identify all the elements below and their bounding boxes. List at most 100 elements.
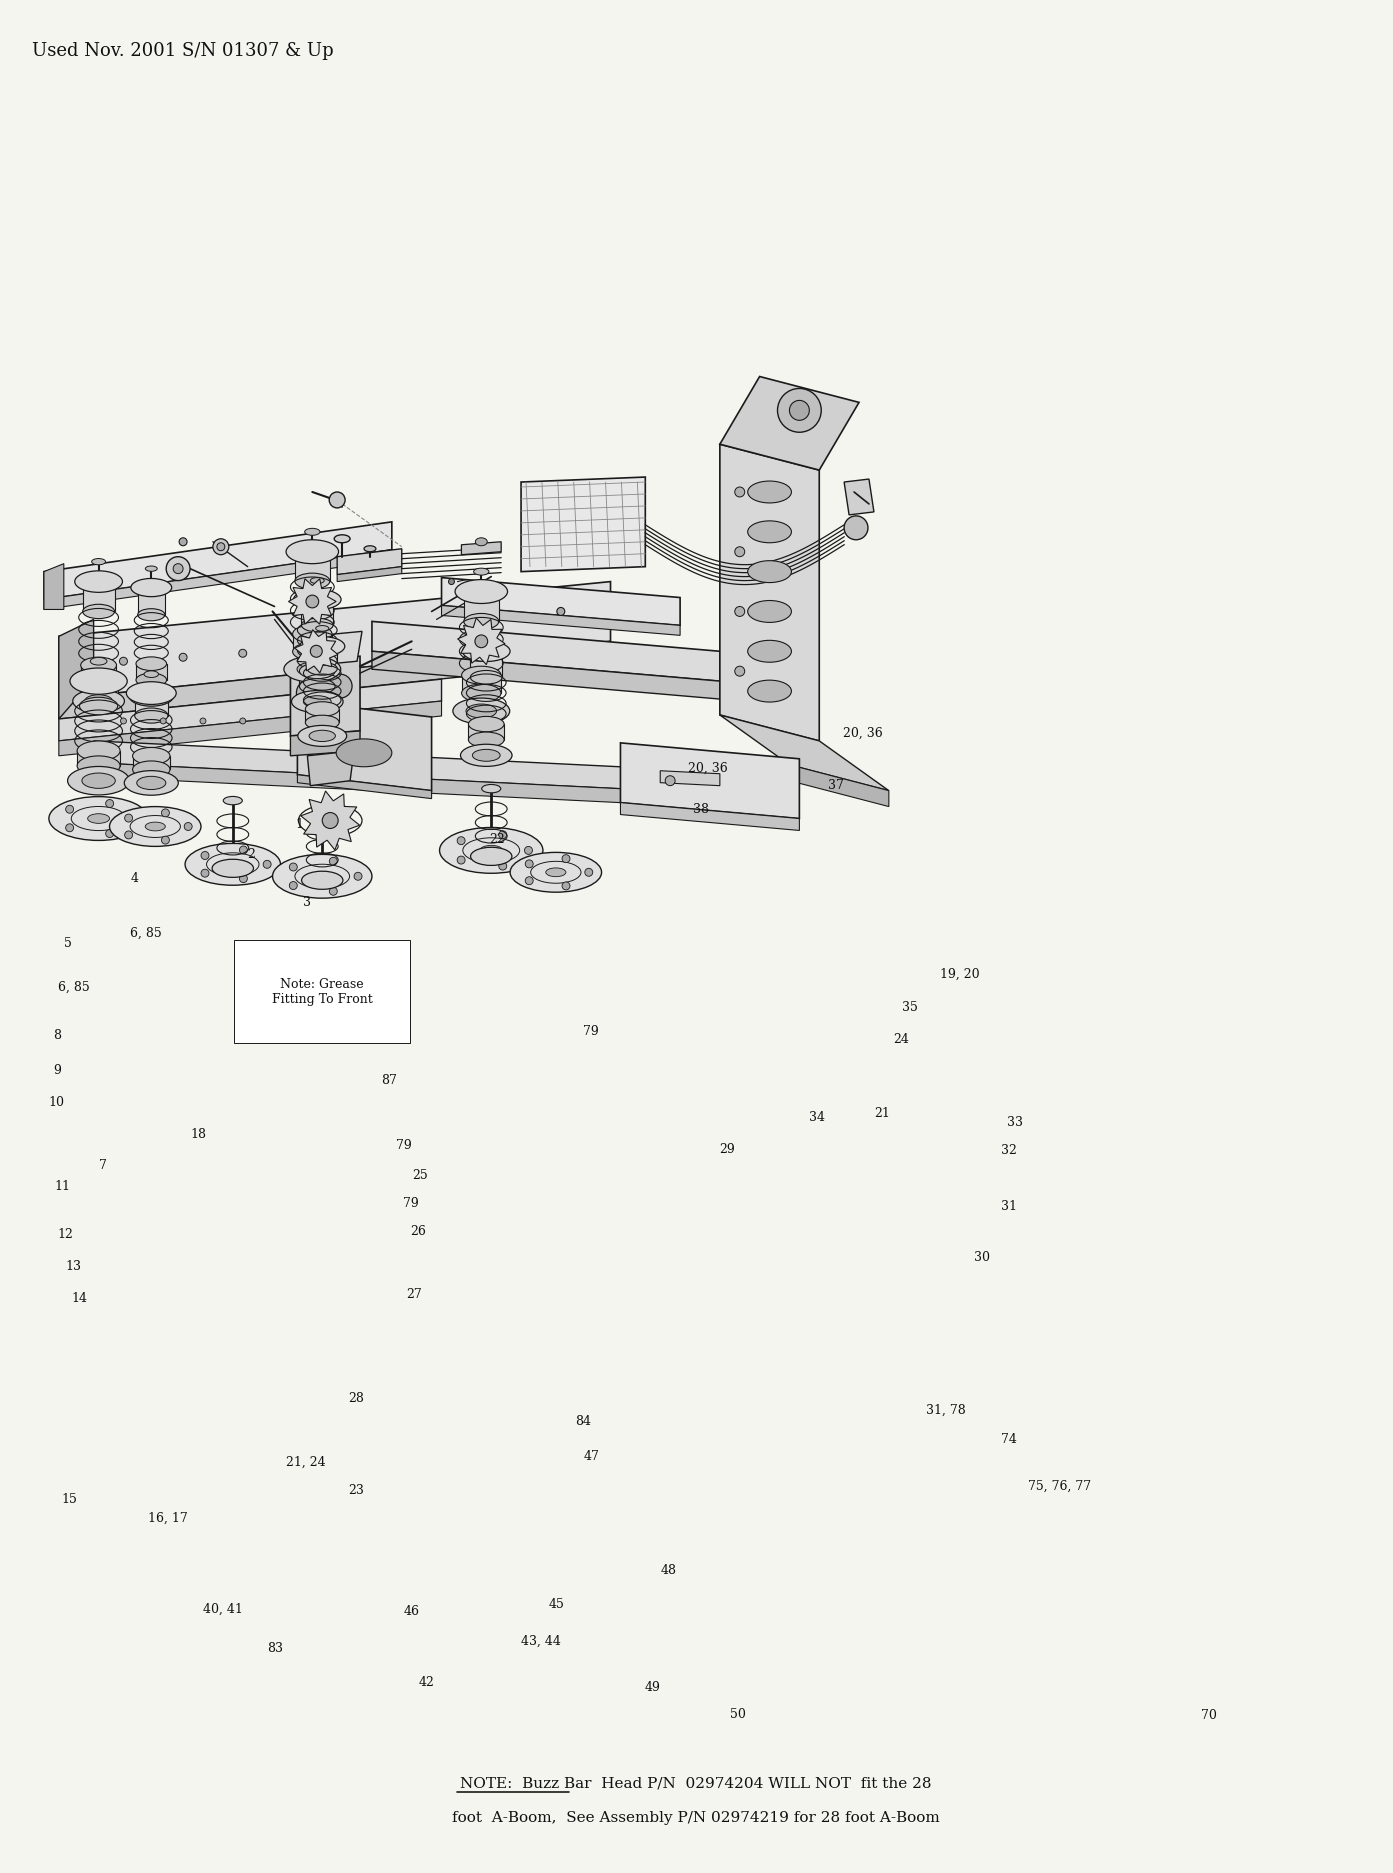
Polygon shape	[295, 553, 330, 581]
Polygon shape	[297, 701, 432, 790]
Circle shape	[180, 654, 187, 661]
Text: 46: 46	[403, 1605, 419, 1618]
Text: 27: 27	[407, 1289, 422, 1302]
Text: 38: 38	[692, 804, 709, 817]
Ellipse shape	[145, 566, 157, 571]
Circle shape	[201, 717, 206, 725]
Polygon shape	[288, 579, 336, 624]
Ellipse shape	[479, 629, 493, 635]
Circle shape	[106, 800, 114, 807]
Ellipse shape	[748, 680, 791, 702]
Ellipse shape	[70, 669, 127, 695]
Ellipse shape	[49, 796, 148, 841]
Circle shape	[120, 717, 127, 725]
Ellipse shape	[748, 521, 791, 543]
Polygon shape	[844, 479, 873, 515]
Ellipse shape	[137, 657, 167, 671]
Circle shape	[201, 852, 209, 860]
Polygon shape	[660, 772, 720, 785]
Ellipse shape	[110, 807, 201, 847]
Circle shape	[457, 856, 465, 863]
Ellipse shape	[77, 757, 120, 775]
Text: 20, 36: 20, 36	[688, 762, 727, 775]
Circle shape	[734, 667, 745, 676]
Text: 7: 7	[99, 1159, 106, 1172]
Circle shape	[311, 646, 322, 657]
Polygon shape	[45, 523, 391, 599]
Polygon shape	[297, 775, 432, 798]
Polygon shape	[720, 715, 889, 790]
Ellipse shape	[68, 766, 130, 794]
Text: 4: 4	[131, 873, 138, 886]
Polygon shape	[790, 764, 889, 807]
Circle shape	[329, 674, 352, 699]
Polygon shape	[45, 551, 391, 609]
Circle shape	[557, 607, 564, 616]
Text: 34: 34	[809, 1111, 825, 1124]
Circle shape	[585, 869, 593, 877]
Text: 21, 24: 21, 24	[286, 1455, 326, 1468]
Ellipse shape	[82, 605, 114, 618]
Polygon shape	[461, 541, 501, 554]
Text: 6, 85: 6, 85	[57, 980, 89, 993]
Ellipse shape	[294, 590, 341, 611]
Polygon shape	[59, 641, 610, 719]
Ellipse shape	[305, 715, 338, 730]
Polygon shape	[308, 751, 354, 785]
Ellipse shape	[364, 545, 376, 553]
Text: 12: 12	[57, 1229, 72, 1242]
Ellipse shape	[467, 704, 496, 717]
Circle shape	[525, 847, 532, 854]
Circle shape	[329, 493, 345, 508]
Polygon shape	[461, 674, 501, 693]
Circle shape	[329, 858, 337, 865]
Ellipse shape	[185, 843, 280, 886]
Text: 74: 74	[1002, 1433, 1017, 1446]
Text: 29: 29	[719, 1143, 736, 1156]
Text: 5: 5	[64, 938, 72, 950]
Text: 1: 1	[295, 819, 304, 832]
Circle shape	[790, 401, 809, 420]
Text: 16, 17: 16, 17	[148, 1512, 188, 1525]
Polygon shape	[464, 592, 499, 622]
Ellipse shape	[453, 699, 510, 725]
Text: 75, 76, 77: 75, 76, 77	[1028, 1480, 1091, 1493]
Text: 22: 22	[489, 833, 506, 847]
Ellipse shape	[145, 822, 166, 832]
Ellipse shape	[293, 642, 332, 661]
Circle shape	[213, 539, 228, 554]
Polygon shape	[442, 577, 680, 626]
Ellipse shape	[299, 637, 345, 656]
Circle shape	[65, 805, 74, 813]
Ellipse shape	[223, 860, 244, 869]
Polygon shape	[372, 652, 720, 699]
Text: 48: 48	[660, 1564, 677, 1577]
Circle shape	[734, 607, 745, 616]
Circle shape	[734, 487, 745, 496]
Text: 79: 79	[404, 1197, 419, 1210]
Polygon shape	[471, 652, 501, 678]
Ellipse shape	[81, 657, 117, 672]
Text: 87: 87	[382, 1073, 397, 1086]
Ellipse shape	[81, 674, 117, 691]
Ellipse shape	[293, 626, 332, 642]
Ellipse shape	[471, 671, 501, 684]
Ellipse shape	[137, 672, 167, 687]
Polygon shape	[620, 744, 800, 819]
Ellipse shape	[131, 579, 171, 597]
Polygon shape	[299, 671, 336, 686]
Ellipse shape	[72, 689, 124, 714]
Circle shape	[561, 882, 570, 890]
Text: 79: 79	[397, 1139, 412, 1152]
Text: 32: 32	[1002, 1144, 1017, 1158]
Text: 83: 83	[267, 1643, 284, 1656]
Circle shape	[322, 813, 338, 828]
Circle shape	[240, 875, 248, 882]
Polygon shape	[135, 693, 169, 715]
Circle shape	[525, 860, 534, 867]
Text: 13: 13	[65, 1261, 81, 1274]
Ellipse shape	[748, 641, 791, 663]
Circle shape	[106, 830, 114, 837]
Ellipse shape	[91, 657, 107, 665]
Text: 31: 31	[1002, 1201, 1017, 1214]
